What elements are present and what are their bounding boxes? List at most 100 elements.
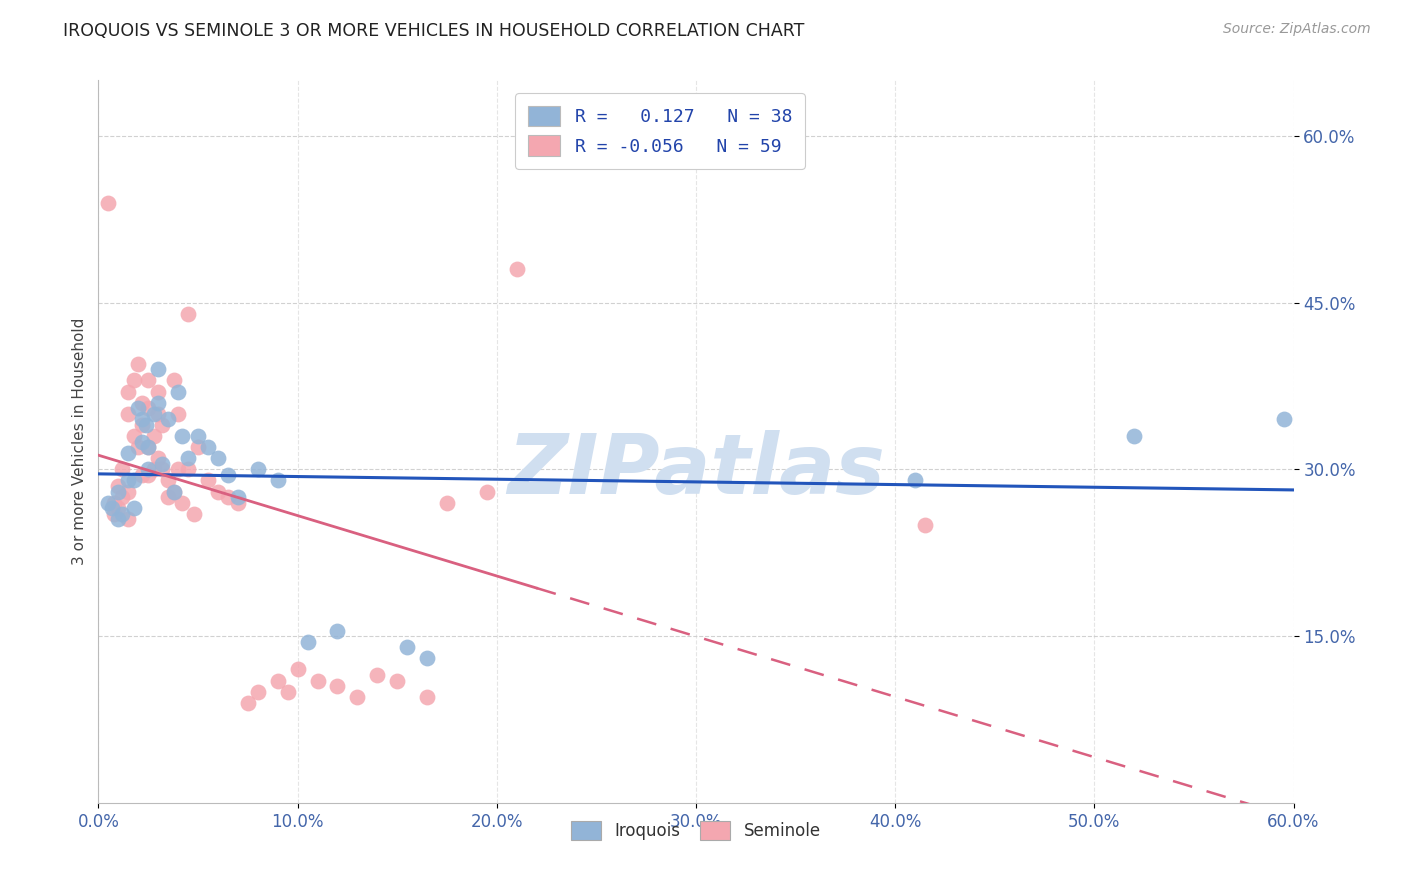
Point	[416, 690, 439, 705]
Point	[326, 624, 349, 638]
Point	[148, 451, 170, 466]
Point	[107, 484, 129, 499]
Point	[163, 484, 186, 499]
Point	[246, 684, 269, 698]
Point	[131, 467, 153, 482]
Point	[136, 401, 159, 416]
Point	[148, 362, 170, 376]
Point	[187, 440, 209, 454]
Point	[117, 407, 139, 421]
Text: Source: ZipAtlas.com: Source: ZipAtlas.com	[1223, 22, 1371, 37]
Point	[167, 384, 190, 399]
Point	[226, 496, 249, 510]
Point	[124, 474, 146, 488]
Point	[914, 517, 936, 532]
Point	[150, 462, 173, 476]
Point	[197, 440, 219, 454]
Point	[287, 662, 309, 676]
Point	[124, 501, 146, 516]
Point	[111, 462, 134, 476]
Point	[107, 512, 129, 526]
Point	[124, 373, 146, 387]
Point	[117, 512, 139, 526]
Point	[177, 462, 200, 476]
Point	[307, 673, 329, 688]
Point	[246, 462, 269, 476]
Point	[117, 384, 139, 399]
Point	[135, 417, 157, 432]
Point	[101, 501, 124, 516]
Point	[475, 484, 498, 499]
Point	[163, 373, 186, 387]
Point	[346, 690, 368, 705]
Point	[207, 484, 229, 499]
Point	[267, 474, 290, 488]
Point	[117, 484, 139, 499]
Text: ZIPatlas: ZIPatlas	[508, 430, 884, 511]
Point	[131, 395, 153, 409]
Point	[127, 401, 149, 416]
Point	[396, 640, 419, 655]
Point	[143, 462, 166, 476]
Point	[187, 429, 209, 443]
Point	[1272, 412, 1295, 426]
Point	[167, 462, 190, 476]
Point	[297, 634, 319, 648]
Point	[103, 496, 125, 510]
Point	[111, 490, 134, 504]
Point	[157, 490, 180, 504]
Point	[97, 195, 120, 210]
Point	[1123, 429, 1146, 443]
Y-axis label: 3 or more Vehicles in Household: 3 or more Vehicles in Household	[72, 318, 87, 566]
Point	[127, 440, 149, 454]
Point	[131, 417, 153, 432]
Point	[183, 507, 205, 521]
Point	[136, 440, 159, 454]
Point	[167, 407, 190, 421]
Point	[416, 651, 439, 665]
Point	[236, 696, 259, 710]
Point	[148, 407, 170, 421]
Point	[436, 496, 458, 510]
Point	[904, 474, 927, 488]
Point	[124, 429, 146, 443]
Point	[103, 507, 125, 521]
Point	[148, 395, 170, 409]
Point	[117, 445, 139, 459]
Point	[197, 474, 219, 488]
Point	[267, 673, 290, 688]
Point	[150, 457, 173, 471]
Point	[107, 501, 129, 516]
Point	[506, 262, 529, 277]
Point	[157, 474, 180, 488]
Point	[326, 679, 349, 693]
Point	[131, 412, 153, 426]
Point	[385, 673, 409, 688]
Point	[226, 490, 249, 504]
Point	[107, 479, 129, 493]
Point	[136, 467, 159, 482]
Point	[97, 496, 120, 510]
Point	[177, 307, 200, 321]
Point	[177, 451, 200, 466]
Legend: Iroquois, Seminole: Iroquois, Seminole	[562, 813, 830, 848]
Point	[163, 484, 186, 499]
Point	[117, 474, 139, 488]
Point	[277, 684, 299, 698]
Point	[217, 490, 239, 504]
Point	[127, 357, 149, 371]
Point	[148, 384, 170, 399]
Point	[172, 496, 194, 510]
Point	[366, 668, 388, 682]
Point	[157, 412, 180, 426]
Point	[131, 434, 153, 449]
Point	[207, 451, 229, 466]
Point	[136, 440, 159, 454]
Point	[136, 373, 159, 387]
Point	[136, 462, 159, 476]
Point	[217, 467, 239, 482]
Point	[143, 429, 166, 443]
Text: IROQUOIS VS SEMINOLE 3 OR MORE VEHICLES IN HOUSEHOLD CORRELATION CHART: IROQUOIS VS SEMINOLE 3 OR MORE VEHICLES …	[63, 22, 804, 40]
Point	[150, 417, 173, 432]
Point	[143, 407, 166, 421]
